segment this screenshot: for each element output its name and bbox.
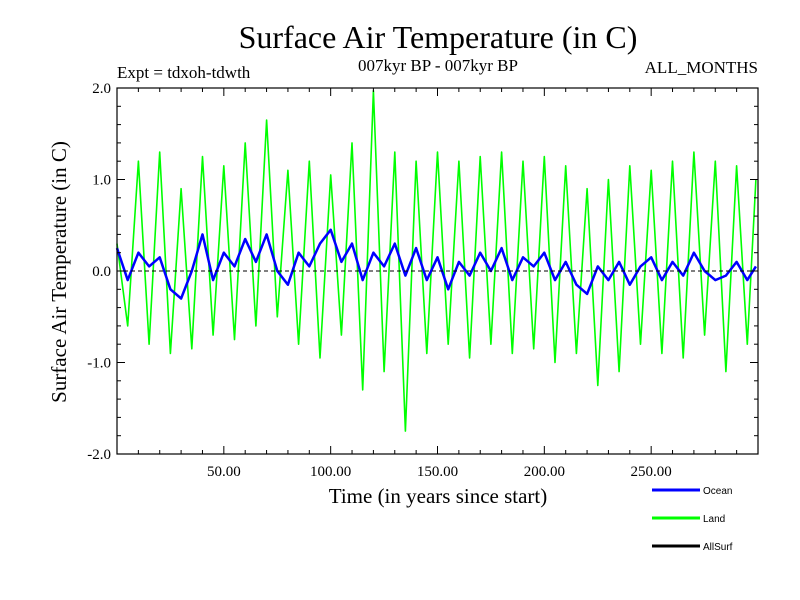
chart-title: Surface Air Temperature (in C) [239, 19, 638, 55]
y-tick-label: 2.0 [92, 81, 111, 97]
series-line-land [116, 89, 757, 432]
x-axis-label: Time (in years since start) [329, 484, 548, 508]
legend-label-land: Land [703, 514, 725, 525]
y-tick-label: -2.0 [87, 447, 111, 463]
y-tick-label: 1.0 [92, 173, 111, 189]
legend: Ocean Land AllSurf [652, 486, 733, 553]
x-tick-label: 50.00 [207, 464, 241, 480]
x-tick-label: 150.00 [417, 464, 458, 480]
expt-label: Expt = tdxoh-tdwth [117, 63, 251, 82]
y-axis-label: Surface Air Temperature (in C) [47, 141, 71, 403]
legend-label-allsurf: AllSurf [703, 542, 733, 553]
x-tick-label: 100.00 [310, 464, 351, 480]
legend-label-ocean: Ocean [703, 486, 732, 497]
months-label: ALL_MONTHS [645, 58, 758, 77]
series-line-ocean [115, 228, 757, 300]
y-tick-label: -1.0 [87, 356, 111, 372]
x-tick-label: 200.00 [524, 464, 565, 480]
plot-area: 50.00 100.00 150.00 200.00 250.00 -2.0 -1.0 0.0… [87, 81, 759, 480]
plot-frame [116, 87, 759, 455]
chart-subtitle: 007kyr BP - 007kyr BP [358, 56, 518, 75]
y-tick-label: 0.0 [92, 264, 111, 280]
x-tick-label: 250.00 [631, 464, 672, 480]
